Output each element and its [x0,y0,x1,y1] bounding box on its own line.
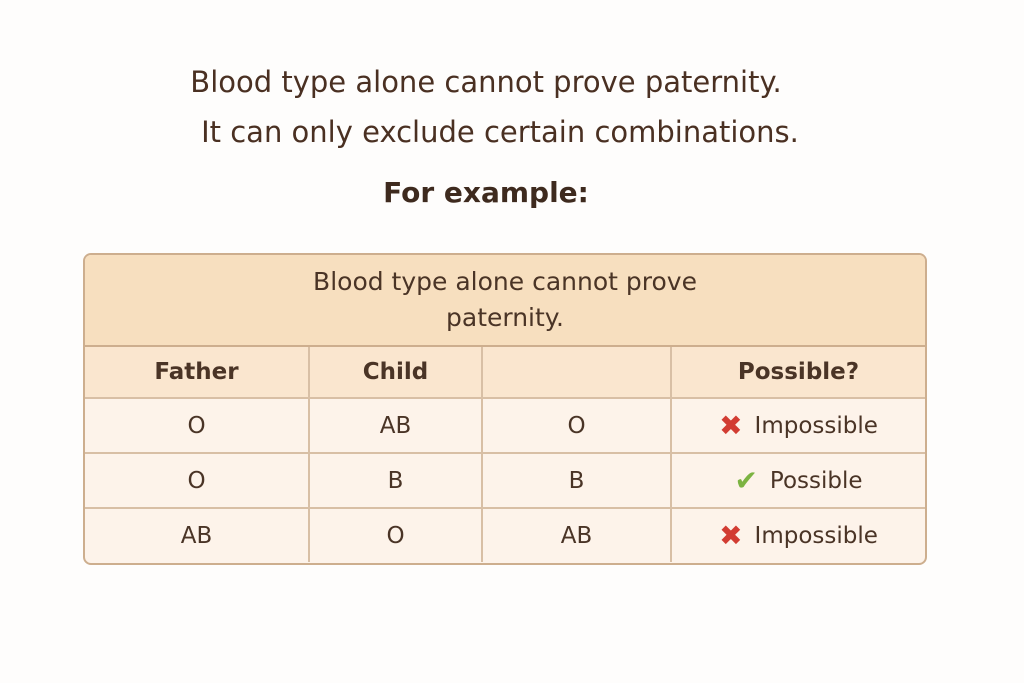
table-header-row: Father Child Possible? [85,347,925,399]
blood-type-table: Blood type alone cannot prove paternity.… [83,253,927,565]
cell-child: AB [310,399,483,452]
cross-icon: ✖ [719,519,743,552]
header-possible: Possible? [737,359,860,385]
intro-line-1: Blood type alone cannot prove paternity. [190,65,782,99]
header-child: Child [310,347,483,397]
cell-third: AB [483,509,672,562]
example-heading: For example: [383,176,589,209]
cell-third: B [483,454,672,507]
result-label: Possible [769,467,863,494]
table-row: O B B ✔ Possible [85,454,925,509]
cell-father: O [85,399,310,452]
table-row: AB O AB ✖ Impossible [85,509,925,562]
intro-line-2: It can only exclude certain combinations… [201,115,799,149]
check-icon: ✔ [734,464,758,497]
cross-icon: ✖ [719,409,743,442]
cell-third: O [483,399,672,452]
cell-result: ✔ Possible [672,454,925,507]
cell-father: O [85,454,310,507]
cell-child: O [310,509,483,562]
cell-result: ✖ Impossible [672,509,925,562]
cell-father: AB [85,509,310,562]
cell-child: B [310,454,483,507]
table-caption: Blood type alone cannot prove paternity. [85,255,925,347]
cell-result: ✖ Impossible [672,399,925,452]
result-label: Impossible [754,412,878,439]
table-row: O AB O ✖ Impossible [85,399,925,454]
header-father: Father [85,347,310,397]
result-label: Impossible [754,522,878,549]
header-third [483,347,672,397]
